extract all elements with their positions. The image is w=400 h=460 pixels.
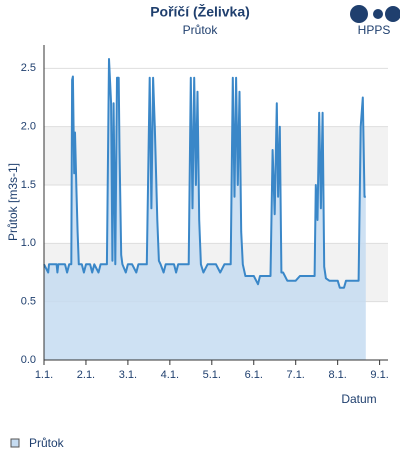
y-tick-label: 2.5 [21,62,36,74]
y-tick-label: 0.0 [21,354,36,366]
y-tick-label: 2.0 [21,121,36,133]
x-tick-label: 1.1. [35,369,53,381]
chart-subtitle: Průtok [183,23,219,37]
x-tick-label: 9.1. [370,369,388,381]
line [43,58,366,289]
x-tick-label: 8.1. [328,369,346,381]
x-tick-label: 3.1. [119,369,137,381]
y-axis-label: Průtok [m3s-1] [6,163,20,241]
x-tick-label: 7.1. [287,369,305,381]
logo-text: HPPS [358,23,391,37]
grid-band [44,126,388,185]
x-tick-label: 5.1. [203,369,221,381]
area [44,59,366,360]
x-tick-label: 6.1. [245,369,263,381]
x-tick-label: 4.1. [161,369,179,381]
legend-swatch [10,438,20,448]
y-tick-label: 0.5 [21,296,36,308]
logo: HPPS [350,5,400,37]
y-tick-label: 1.5 [21,179,36,191]
chart-title: Poříčí (Želivka) [150,3,250,20]
x-tick-label: 2.1. [77,369,95,381]
x-axis-label: Datum [341,392,376,406]
y-tick-label: 1.0 [21,237,36,249]
legend-label: Průtok [29,436,65,450]
